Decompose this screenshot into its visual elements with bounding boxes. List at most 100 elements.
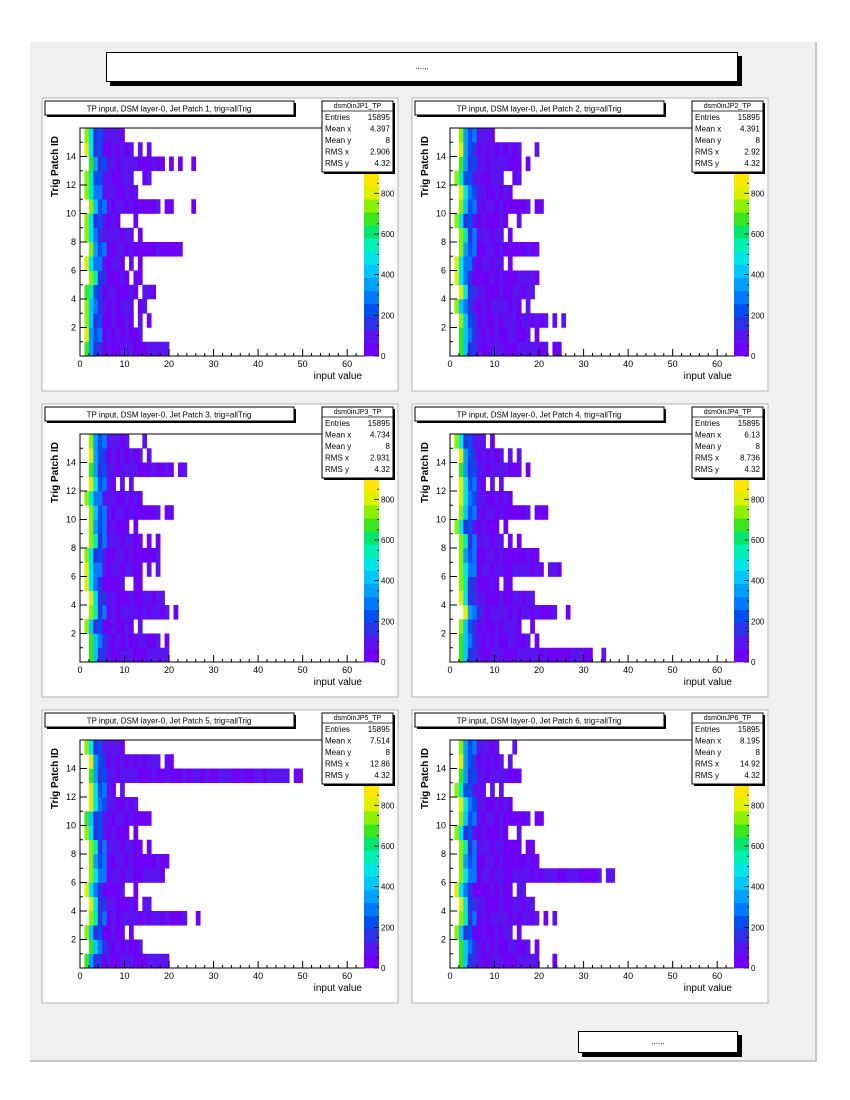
histogram-cell <box>494 911 500 926</box>
color-scale-step <box>734 316 749 331</box>
color-scale-step <box>364 941 379 956</box>
histogram-cell <box>481 953 486 969</box>
histogram-cell <box>200 768 205 784</box>
histogram-cell <box>133 519 139 535</box>
histogram-cell <box>133 199 139 214</box>
histogram-cell <box>137 811 143 826</box>
histogram-cell <box>128 605 134 620</box>
histogram-cell <box>128 854 134 869</box>
histogram-cell <box>93 448 99 463</box>
histogram-cell <box>552 911 558 926</box>
histogram-cell <box>490 647 495 663</box>
y-tick-label: 2 <box>71 629 76 639</box>
histogram-cell <box>543 605 549 620</box>
histogram-cell <box>84 227 90 243</box>
histogram-cell <box>93 505 99 520</box>
histogram-cell <box>111 270 116 286</box>
histogram-cell <box>498 284 504 300</box>
histogram-cell <box>507 811 513 826</box>
histogram-cell <box>97 256 103 271</box>
histogram-cell <box>244 768 250 784</box>
histogram-cell <box>583 868 589 883</box>
histogram-cell <box>494 199 500 214</box>
histogram-cell <box>494 448 500 463</box>
y-tick-label: 6 <box>441 266 446 276</box>
histogram-cell <box>115 548 121 563</box>
histogram-cell <box>177 242 183 257</box>
histogram-cell <box>88 156 94 172</box>
color-scale-label: 600 <box>751 842 765 851</box>
histogram-cell <box>102 327 108 343</box>
histogram-cell <box>498 462 504 478</box>
histogram-cell <box>463 491 469 506</box>
color-scale-step <box>734 876 749 890</box>
histogram-cell <box>155 242 161 257</box>
histogram-cell <box>481 533 486 549</box>
histogram-cell <box>111 854 116 869</box>
histogram-cell <box>106 434 112 449</box>
histogram-cell <box>512 768 518 784</box>
histogram-cell <box>512 299 518 314</box>
histogram-cell <box>128 633 134 649</box>
histogram-cell <box>115 754 121 769</box>
histogram-cell <box>102 811 108 826</box>
histogram-cell <box>97 811 103 826</box>
histogram-cell <box>137 619 143 634</box>
histogram-cell <box>88 227 94 243</box>
histogram-cell <box>512 270 518 286</box>
histogram-cell <box>106 284 112 300</box>
stats-label: RMS x <box>695 454 719 463</box>
histogram-cell <box>463 227 469 243</box>
histogram-cell <box>93 839 99 855</box>
color-scale-step <box>734 596 749 611</box>
histogram-cell <box>490 590 495 606</box>
histogram-cell <box>485 341 491 357</box>
histogram-cell <box>512 839 518 855</box>
histogram-cell <box>476 797 482 812</box>
histogram-cell <box>102 548 108 563</box>
histogram-cell <box>534 939 540 955</box>
stats-label: RMS y <box>695 771 719 780</box>
histogram-cell <box>516 562 522 577</box>
histogram-cell <box>467 768 473 784</box>
histogram-cell <box>507 633 513 649</box>
y-tick-label: 2 <box>441 629 446 639</box>
histogram-cell <box>106 576 112 592</box>
x-axis-label: input value <box>314 983 363 994</box>
histogram-cell <box>490 434 495 449</box>
histogram-cell <box>503 896 509 912</box>
histogram-cell <box>111 313 116 328</box>
histogram-cell <box>498 854 504 869</box>
histogram-cell <box>485 925 491 940</box>
y-tick-label: 6 <box>441 572 446 582</box>
histogram-cell <box>476 868 482 883</box>
histogram-cell <box>498 590 504 606</box>
histogram-cell <box>490 839 495 855</box>
histogram-cell <box>481 768 486 784</box>
histogram-cell <box>458 839 464 855</box>
histogram-cell <box>503 270 509 286</box>
histogram-cell <box>146 768 152 784</box>
histogram-cell <box>481 313 486 328</box>
histogram-cell <box>97 448 103 463</box>
histogram-cell <box>490 633 495 649</box>
histogram-cell <box>88 199 94 214</box>
histogram-cell <box>547 605 553 620</box>
histogram-cell <box>552 605 558 620</box>
histogram-cell <box>507 754 513 769</box>
histogram-cell <box>93 213 99 229</box>
histogram-cell <box>93 590 99 606</box>
histogram-cell <box>124 811 130 826</box>
color-scale-step <box>734 544 749 558</box>
histogram-cell <box>481 868 486 883</box>
stats-label: RMS y <box>695 159 719 168</box>
histogram-cells <box>454 128 567 357</box>
histogram-cell <box>151 548 157 563</box>
histogram-cell <box>151 633 157 649</box>
histogram-cell <box>173 605 179 620</box>
histogram-cell <box>485 548 491 563</box>
stats-value: 4.32 <box>744 771 760 780</box>
stats-value: 15895 <box>738 725 761 734</box>
histogram-cell <box>146 911 152 926</box>
